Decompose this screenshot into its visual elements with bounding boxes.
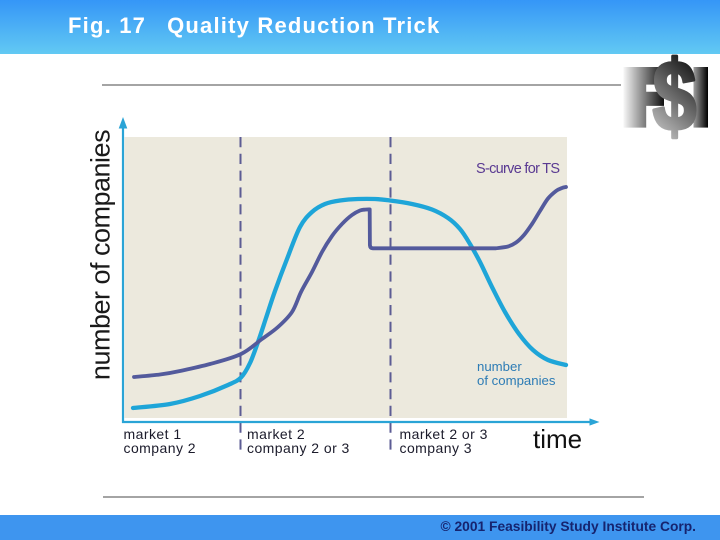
svg-text:$: $ [653, 54, 697, 142]
